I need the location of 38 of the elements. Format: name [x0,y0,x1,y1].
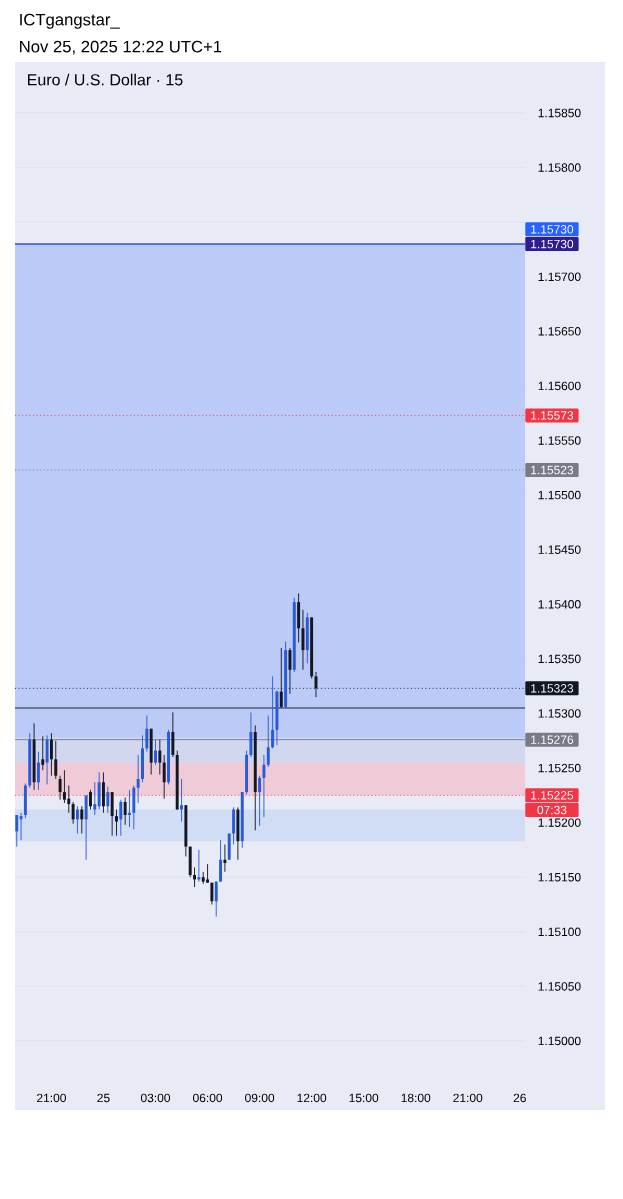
y-tick-label: 1.15550 [538,436,581,445]
y-tick-label: 1.15650 [538,327,581,336]
chart-title: ICTgangstar_ [20,13,120,29]
ref-line-label: 1.15225 [531,791,574,800]
x-tick-label: 21:00 [37,1093,66,1103]
y-tick-label: 1.15450 [538,545,581,554]
y-tick-label: 1.15700 [538,272,581,282]
y-tick-label: 1.15250 [538,763,581,773]
ref-line-label: 1.15730 [531,225,574,234]
x-tick-label: 21:00 [453,1093,483,1103]
ref-line-label: 1.15573 [531,411,574,420]
ref-line-label: 1.15276 [531,735,574,744]
y-tick-label: 1.15800 [538,163,581,172]
y-tick-label: 1.15050 [538,982,581,991]
y-tick-label: 1.15200 [538,818,581,827]
x-tick-label: 12:00 [297,1093,327,1103]
x-tick-label: 26 [513,1093,526,1103]
y-tick-label: 1.15150 [538,872,581,882]
y-tick-label: 1.15850 [538,108,581,118]
chart-subtitle: Nov 25, 2025 12:22 UTC+1 [20,40,222,55]
y-tick-label: 1.15600 [538,381,581,391]
x-tick-label: 25 [97,1093,110,1103]
ref-line-label: 1.15523 [531,465,574,475]
ref-line-label: 1.15323 [531,684,574,693]
text: 07:33 [537,805,567,815]
ref-line-label: 1.15730 [531,239,574,249]
y-tick-label: 1.15100 [538,927,581,937]
y-tick-label: 1.15300 [538,709,581,718]
y-tick-label: 1.15500 [538,490,581,500]
y-tick-label: 1.15400 [538,600,581,609]
text: Euro / U.S. Dollar · 15 [28,73,183,86]
x-tick-label: 06:00 [193,1093,223,1103]
y-tick-label: 1.15350 [538,654,581,664]
x-tick-label: 15:00 [349,1093,379,1103]
x-tick-label: 03:00 [140,1093,171,1103]
y-tick-label: 1.15000 [538,1036,581,1046]
x-tick-label: 18:00 [401,1093,431,1103]
x-tick-label: 09:00 [245,1093,275,1103]
